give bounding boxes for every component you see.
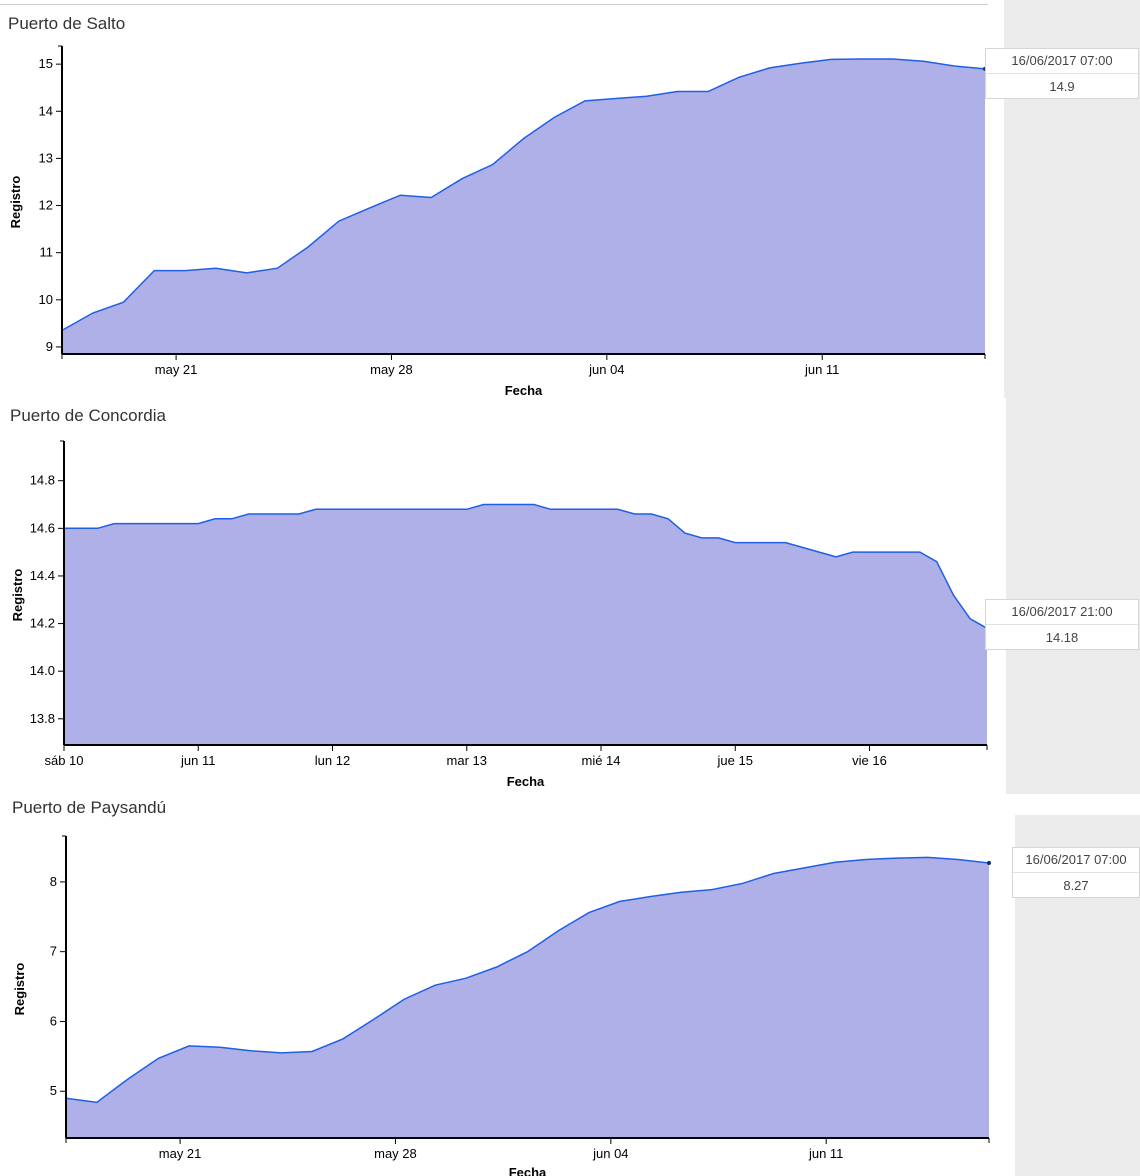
x-tick-label: may 28 — [374, 1146, 417, 1161]
y-tick-label: 15 — [39, 56, 53, 71]
chart-concordia[interactable]: 13.8 14.0 14.2 14.4 14.6 14.8 sáb 10 jun 11 lun … — [0, 430, 1000, 795]
chart-paysandu[interactable]: 5 6 7 8 may 21 may 28 jun 04 jun 11 Fecha Registr… — [0, 825, 1000, 1176]
tooltip-value: 14.18 — [1045, 630, 1079, 645]
x-tick-label: jun 11 — [180, 753, 215, 768]
top-divider — [0, 4, 988, 5]
tooltip-salto: 16/06/2017 07:00 14.9 — [985, 48, 1139, 99]
y-tick-label: 12 — [39, 198, 53, 213]
chart-title-concordia: Puerto de Concordia — [10, 406, 166, 425]
x-axis-title: Fecha — [505, 383, 543, 398]
y-tick-label: 13.8 — [30, 711, 55, 726]
x-tick-label: sáb 10 — [44, 753, 83, 768]
y-tick-label: 8 — [50, 874, 57, 889]
tooltip-paysandu: 16/06/2017 07:00 8.27 — [1012, 847, 1140, 898]
y-tick-label: 14 — [39, 103, 53, 118]
x-tick-label: may 21 — [155, 362, 198, 377]
y-tick-label: 14.8 — [30, 473, 55, 488]
tooltip-date: 16/06/2017 07:00 — [986, 49, 1138, 74]
x-tick-label: mar 13 — [447, 753, 487, 768]
series-line — [65, 856, 990, 1104]
y-tick-label: 14.4 — [30, 568, 55, 583]
y-tick-label: 9 — [46, 339, 53, 354]
x-tick-label: jun 04 — [588, 362, 624, 377]
y-tick-label: 5 — [50, 1083, 57, 1098]
x-tick-label: may 28 — [370, 362, 413, 377]
tooltip-concordia: 16/06/2017 21:00 14.18 — [985, 599, 1139, 650]
x-axis-title: Fecha — [509, 1165, 547, 1176]
y-axis-title: Registro — [10, 569, 25, 622]
tooltip-date: 16/06/2017 21:00 — [986, 600, 1138, 625]
y-tick-label: 7 — [50, 944, 57, 959]
chart-title-paysandu: Puerto de Paysandú — [12, 798, 167, 817]
x-tick-label: lun 12 — [315, 753, 350, 768]
x-axis-title: Fecha — [507, 774, 545, 789]
series-area — [62, 59, 985, 354]
side-panel-concordia — [1006, 398, 1140, 794]
x-tick-label: jun 11 — [808, 1146, 843, 1161]
x-tick-label: jue 15 — [717, 753, 753, 768]
series-line — [61, 58, 986, 332]
tooltip-date: 16/06/2017 07:00 — [1013, 848, 1139, 873]
y-axis-title: Registro — [8, 176, 23, 229]
y-tick-label: 6 — [50, 1013, 57, 1028]
x-tick-label: jun 04 — [592, 1146, 628, 1161]
y-tick-label: 14.6 — [30, 520, 55, 535]
x-tick-label: vie 16 — [852, 753, 887, 768]
series-area — [66, 857, 989, 1138]
x-tick-label: jun 11 — [804, 362, 839, 377]
y-tick-label: 10 — [39, 292, 53, 307]
series-area — [64, 504, 987, 745]
tooltip-value: 8.27 — [1063, 878, 1089, 893]
hover-marker — [987, 861, 991, 866]
chart-title-salto: Puerto de Salto — [8, 14, 126, 33]
tooltip-value: 14.9 — [1049, 79, 1075, 94]
x-tick-label: mié 14 — [582, 753, 621, 768]
y-axis-title: Registro — [12, 963, 27, 1016]
y-tick-label: 14.0 — [30, 663, 55, 678]
x-tick-label: may 21 — [159, 1146, 202, 1161]
y-tick-label: 14.2 — [30, 616, 55, 631]
y-tick-label: 11 — [40, 245, 54, 260]
series-line — [64, 503, 988, 629]
chart-salto[interactable]: 9 10 11 12 13 14 15 may 21 may 28 jun 04 jun 11 Fec… — [0, 40, 1000, 400]
y-tick-label: 13 — [39, 150, 53, 165]
